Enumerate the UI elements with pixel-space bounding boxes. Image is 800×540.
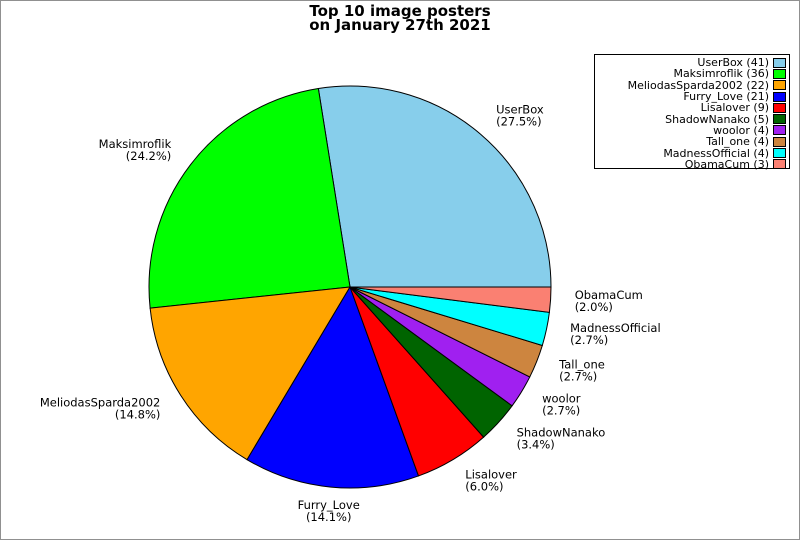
legend-label: Maksimroflik (36)	[673, 67, 769, 81]
pie-slice-UserBox	[317, 85, 552, 288]
legend-item-Maksimroflik: Maksimroflik (36)	[595, 68, 789, 79]
slice-label-Maksimroflik: Maksimroflik (24.2%)	[99, 137, 172, 163]
legend-item-UserBox: UserBox (41)	[595, 57, 789, 68]
legend-label: MeliodasSparda2002 (22)	[627, 78, 769, 92]
legend-item-woolor: woolor (4)	[595, 125, 789, 136]
legend-swatch	[773, 57, 786, 68]
slice-label-MadnessOfficial: MadnessOfficial (2.7%)	[570, 321, 661, 347]
legend-label: ObamaCum (3)	[684, 157, 769, 171]
chart-title: Top 10 image posters	[309, 2, 491, 20]
legend: UserBox (41) Maksimroflik (36) MeliodasSpa…	[594, 54, 790, 170]
slice-label-Tall_one: Tall_one (2.7%)	[558, 357, 605, 383]
slice-label-MeliodasSparda2002: MeliodasSparda2002 (14.8%)	[40, 395, 161, 421]
slice-label-ShadowNanako: ShadowNanako (3.4%)	[517, 426, 606, 452]
pie-slice-Furry_Love	[246, 285, 420, 489]
legend-label: woolor (4)	[713, 123, 769, 137]
legend-swatch	[773, 159, 786, 170]
legend-swatch	[773, 68, 786, 79]
slice-label-Furry_Love: Furry_Love (14.1%)	[298, 498, 360, 524]
legend-item-Furry_Love: Furry_Love (21)	[595, 91, 789, 102]
legend-swatch	[773, 148, 786, 159]
slice-label-UserBox: UserBox (27.5%)	[496, 103, 544, 129]
legend-label: Furry_Love (21)	[683, 90, 769, 104]
legend-item-MeliodasSparda2002: MeliodasSparda2002 (22)	[595, 80, 789, 91]
legend-item-ObamaCum: ObamaCum (3)	[595, 159, 789, 170]
slice-label-ObamaCum: ObamaCum (2.0%)	[575, 288, 643, 314]
legend-swatch	[773, 80, 786, 91]
legend-swatch	[773, 114, 786, 125]
legend-label: ShadowNanako (5)	[665, 112, 769, 126]
legend-swatch	[773, 91, 786, 102]
pie-slices	[148, 85, 552, 489]
legend-swatch	[773, 102, 786, 113]
legend-label: MadnessOfficial (4)	[663, 146, 769, 160]
pie-slice-MeliodasSparda2002	[149, 286, 351, 461]
pie-slice-ObamaCum	[349, 286, 552, 313]
legend-label: UserBox (41)	[697, 56, 769, 70]
legend-item-ShadowNanako: ShadowNanako (5)	[595, 112, 789, 126]
legend-item-MadnessOfficial: MadnessOfficial (4)	[595, 146, 789, 160]
slice-label-Lisalover: Lisalover (6.0%)	[465, 467, 517, 493]
legend-label: Lisalover (9)	[700, 101, 769, 115]
chart-title-block: Top 10 image posters on January 27th 202…	[1, 2, 799, 34]
legend-item-Lisalover: Lisalover (9)	[595, 102, 789, 113]
legend-swatch	[773, 136, 786, 147]
legend-item-Tall_one: Tall_one (4)	[595, 136, 789, 147]
legend-swatch	[773, 125, 786, 136]
slice-label-woolor: woolor (2.7%)	[542, 391, 581, 417]
chart-subtitle: on January 27th 2021	[309, 16, 491, 34]
pie-slice-Maksimroflik	[148, 87, 351, 309]
legend-label: Tall_one (4)	[706, 135, 769, 149]
pie-slice-labels: UserBox (27.5%) Maksimroflik (24.2%) Melioda…	[40, 103, 661, 524]
